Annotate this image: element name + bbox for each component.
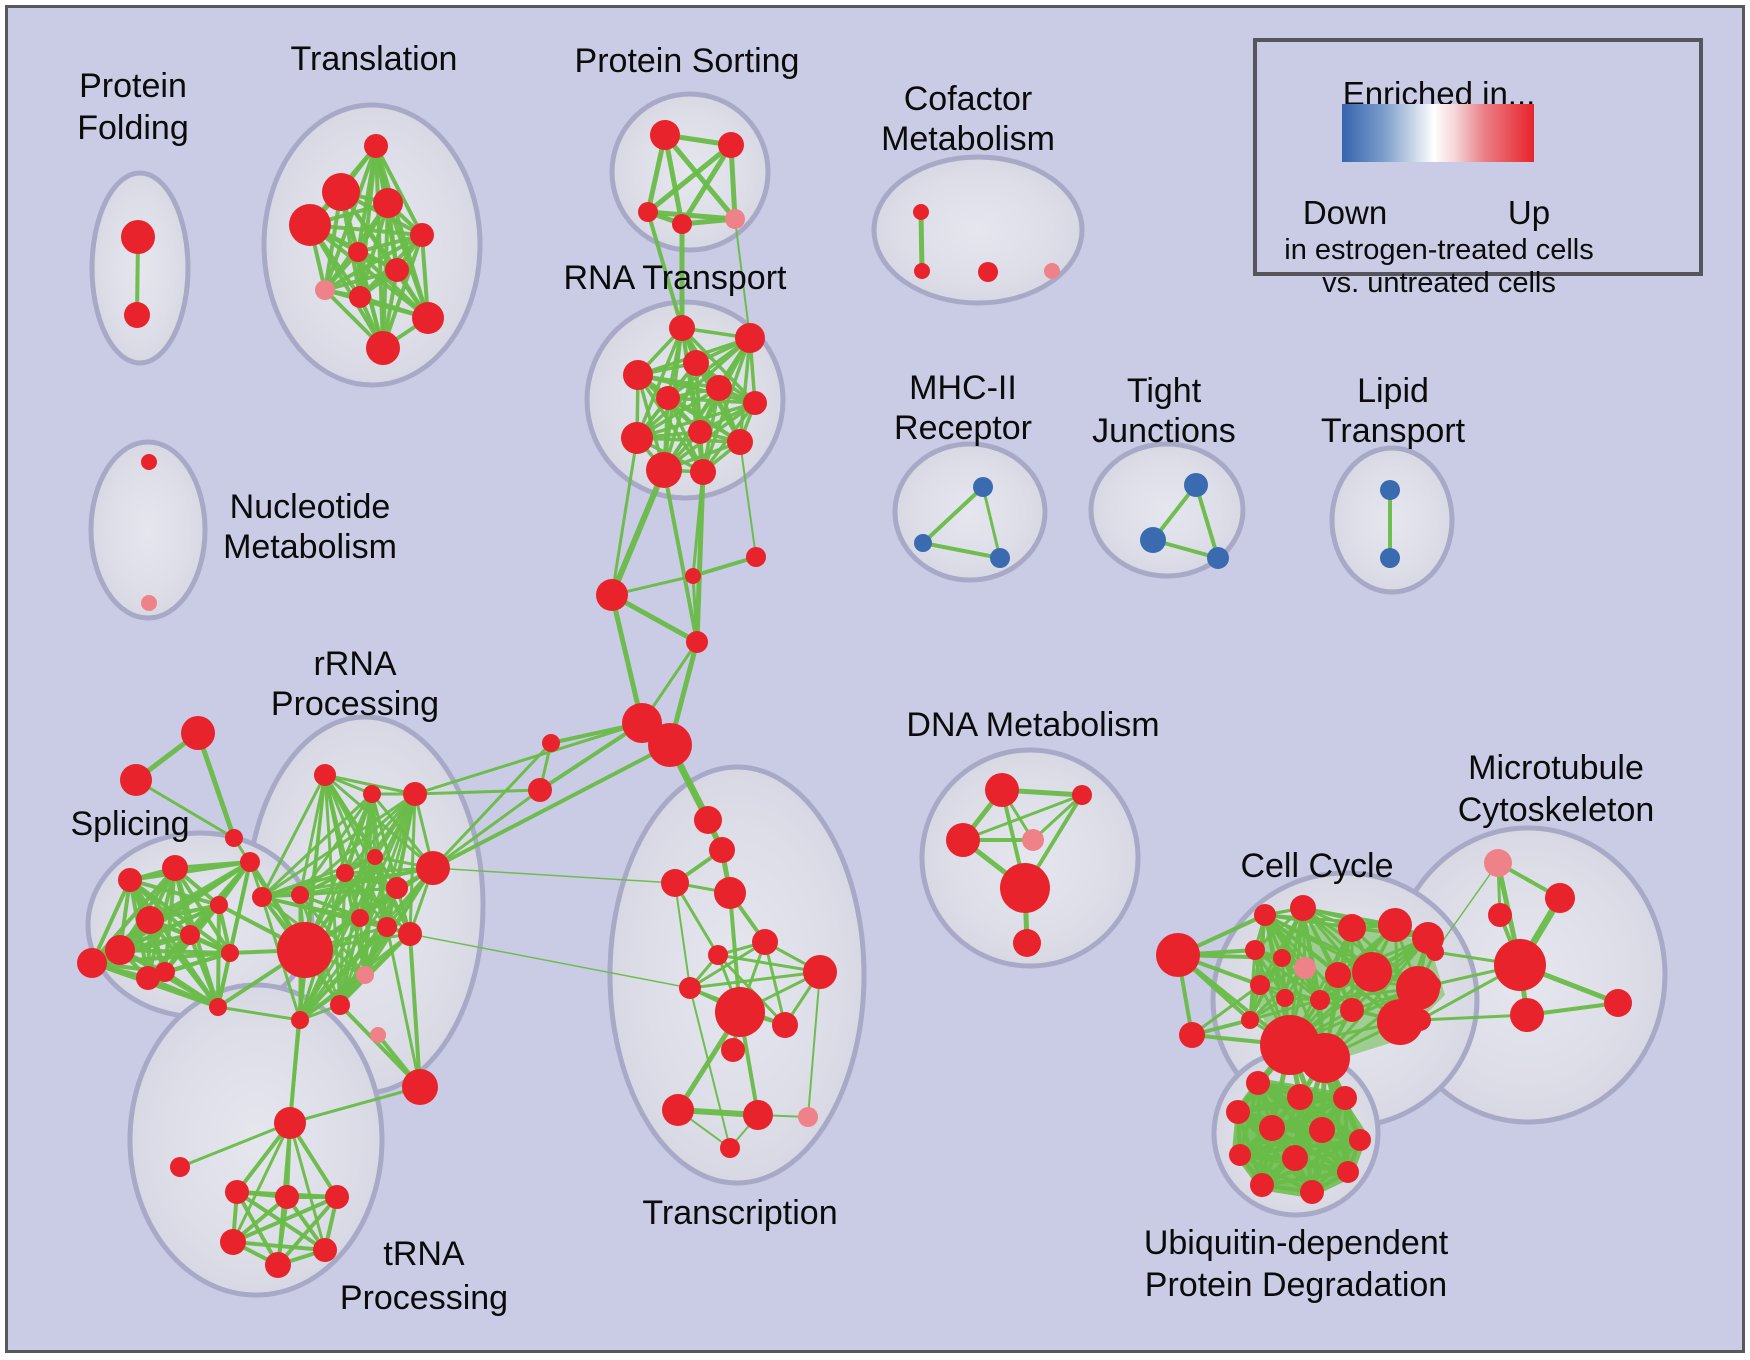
- legend-down-label: Down: [1302, 194, 1388, 231]
- legend-gradient-bar: [1342, 104, 1534, 162]
- legend-box: Enriched in... Down Up in estrogen-treat…: [1253, 38, 1703, 299]
- legend-up-label: Up: [1507, 194, 1551, 231]
- legend-caption-line1: in estrogen-treated cells: [1284, 234, 1594, 266]
- legend-caption-line2: vs. untreated cells: [1322, 267, 1556, 299]
